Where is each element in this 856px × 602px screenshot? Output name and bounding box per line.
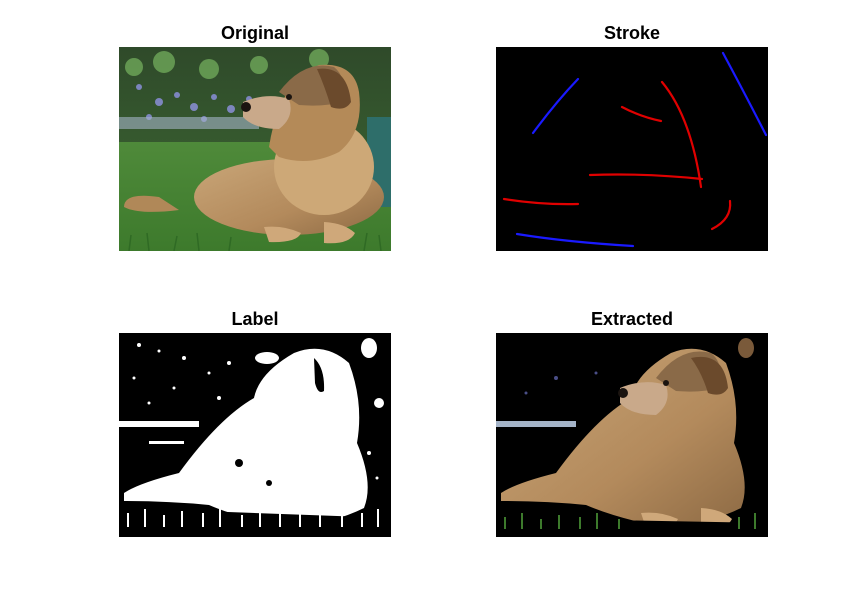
extracted-image [496,333,768,537]
panel-title-stroke: Stroke [603,23,661,43]
original-image [119,47,391,251]
extracted-dog [496,333,768,537]
panel-title-label: Label [231,309,279,329]
foreground-stroke [620,105,663,123]
label-mask-image [119,333,391,537]
foreground-stroke [660,80,703,189]
foreground-stroke [710,199,732,231]
original-dog-photo [119,47,391,251]
stroke-canvas [496,47,768,251]
background-stroke [721,51,768,137]
panel-title-extracted: Extracted [590,309,674,329]
stroke-image [496,47,768,251]
foreground-stroke [502,197,580,206]
foreground-stroke [588,173,704,181]
panel-title-original: Original [220,23,289,43]
label-mask [119,333,391,537]
background-stroke [531,77,580,135]
background-stroke [515,232,635,248]
